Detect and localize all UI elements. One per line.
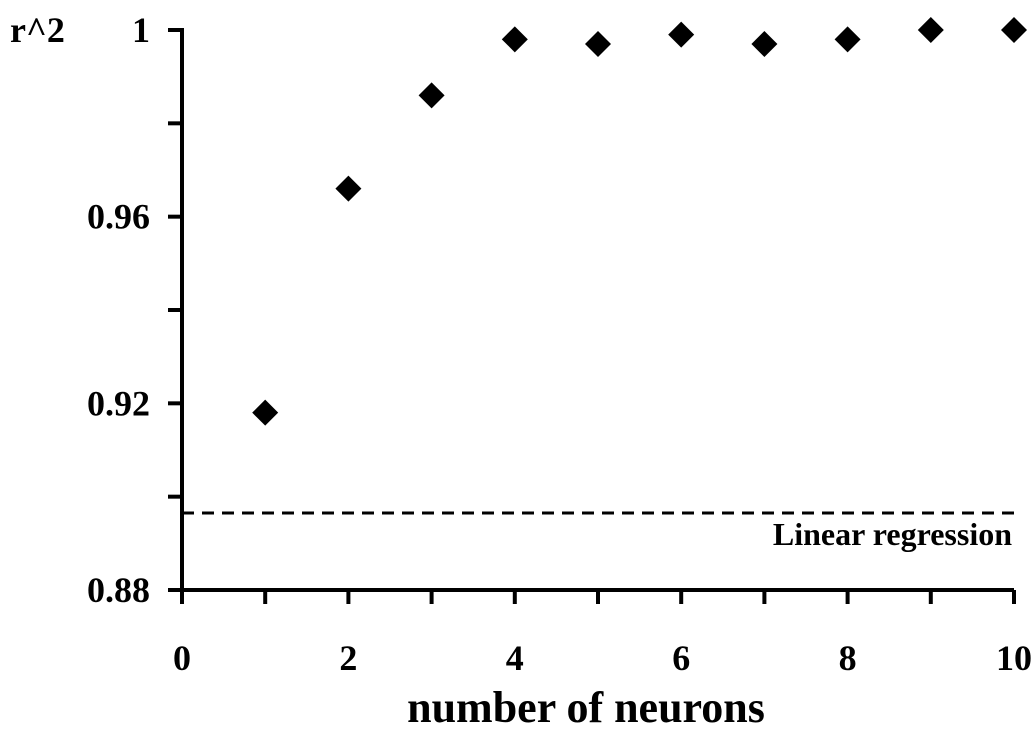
- data-point: [1001, 17, 1027, 43]
- data-point: [418, 82, 445, 109]
- x-tick-label: 8: [839, 638, 857, 678]
- data-point: [501, 26, 528, 53]
- data-point: [585, 31, 611, 57]
- data-points: [252, 17, 1027, 426]
- y-tick-label: 0.96: [87, 197, 150, 237]
- x-axis-label: number of neurons: [407, 683, 765, 729]
- linear-regression-label: Linear regression: [773, 516, 1012, 552]
- y-tick-label: 0.92: [87, 383, 150, 423]
- data-point: [834, 26, 861, 53]
- data-point: [917, 17, 944, 43]
- x-tick-label: 6: [672, 638, 690, 678]
- y-tick-label: 1: [132, 10, 150, 50]
- x-tick-label: 2: [339, 638, 357, 678]
- y-axis-label: r^2: [10, 10, 65, 50]
- y-tick-label: 0.88: [87, 570, 150, 610]
- axes: [180, 28, 1014, 592]
- x-tick-label: 4: [506, 638, 524, 678]
- data-point: [335, 175, 362, 202]
- reference-line-group: Linear regression: [182, 511, 1014, 552]
- x-tick-label: 10: [996, 638, 1032, 678]
- data-point: [668, 21, 695, 48]
- data-point: [252, 399, 279, 426]
- data-point: [751, 31, 778, 57]
- x-tick-label: 0: [173, 638, 191, 678]
